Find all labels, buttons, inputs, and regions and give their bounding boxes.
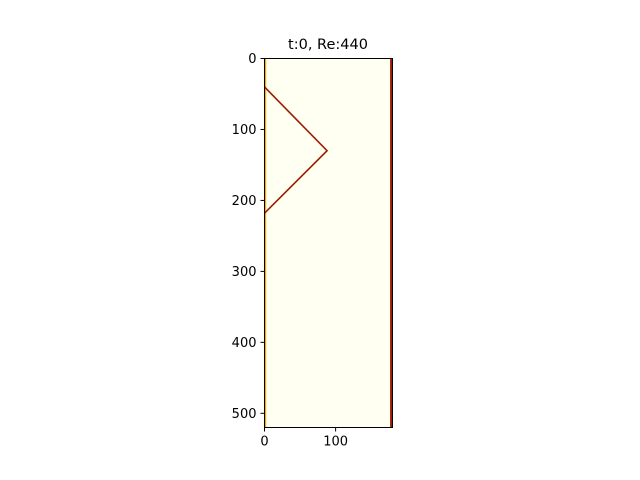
axes-frame <box>264 58 393 428</box>
chart-title: t:0, Re:440 <box>288 37 368 53</box>
y-tick-label: 400 <box>232 336 257 351</box>
field-image <box>264 58 393 428</box>
x-axis: 0 100 <box>260 427 348 450</box>
obstacle-outline <box>263 86 329 214</box>
y-axis: 0 100 200 300 400 500 <box>232 52 265 422</box>
y-tick-label: 300 <box>232 265 257 280</box>
y-tick-label: 0 <box>248 52 256 67</box>
plot-area <box>263 58 393 428</box>
x-tick-label: 0 <box>260 435 268 450</box>
y-tick-label: 200 <box>232 194 257 209</box>
y-tick-label: 100 <box>232 123 257 138</box>
x-tick-label: 100 <box>323 435 348 450</box>
y-tick-label: 500 <box>232 407 257 422</box>
